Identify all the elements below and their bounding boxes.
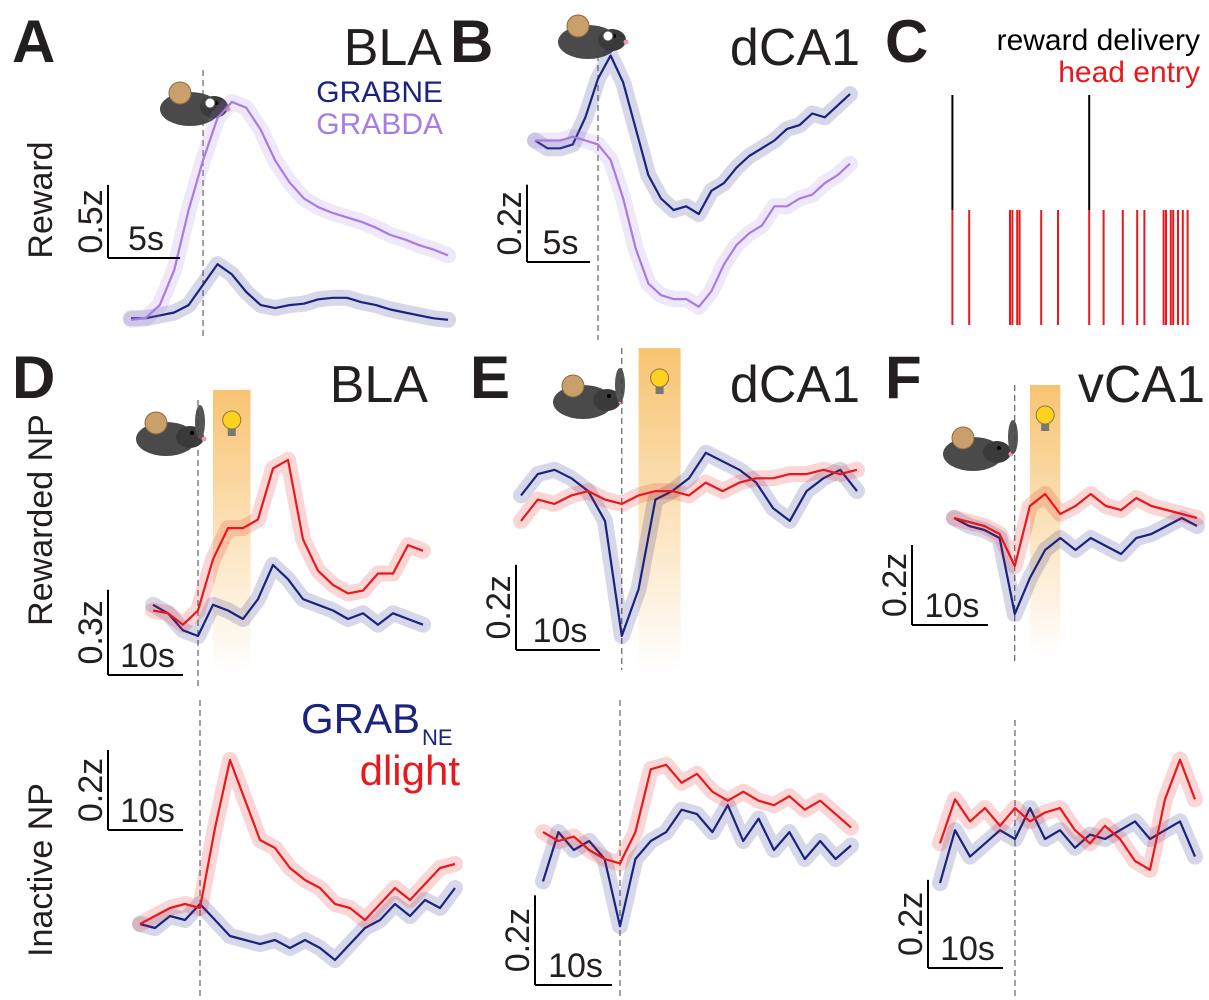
reward-icon <box>205 98 215 108</box>
mouse-head <box>983 441 1011 463</box>
legend-label: GRABNE <box>316 76 443 109</box>
panel-letter: E <box>470 344 510 411</box>
panel-title: dCA1 <box>730 19 860 77</box>
scalebar-y-label: 0.2z <box>480 575 518 639</box>
bulb-icon <box>1036 406 1054 424</box>
mouse-implant <box>952 427 974 449</box>
row-label: Reward <box>22 141 60 258</box>
mouse-nose <box>202 437 207 442</box>
panel-letter: F <box>885 344 922 411</box>
scalebar-y-label: 0.2z <box>876 553 914 617</box>
panel-title: BLA <box>344 19 443 77</box>
row-label: Rewarded NP <box>22 414 60 626</box>
scalebar-x-label: 5s <box>128 220 164 258</box>
bulb-base <box>228 429 236 436</box>
panel-letter: A <box>12 8 55 75</box>
scalebar-x-label: 10s <box>925 587 980 625</box>
legend-label: GRABDA <box>316 108 443 141</box>
mouse-icon <box>943 427 1014 471</box>
mouse-eye <box>607 394 611 398</box>
bulb-icon <box>651 369 669 387</box>
mouse-eye <box>190 431 194 435</box>
trace <box>535 137 850 307</box>
bulb-base <box>1041 424 1049 431</box>
panel-letter: C <box>885 8 928 75</box>
scalebar-x-label: 10s <box>120 637 175 675</box>
mouse-implant <box>567 15 589 37</box>
scalebar-x-label: 10s <box>940 930 995 968</box>
panel-letter: B <box>450 8 493 75</box>
sem-band <box>153 460 423 625</box>
reward-icon <box>603 31 613 41</box>
scalebar-y-label: 0.3z <box>72 600 110 664</box>
scalebar-x-label: 10s <box>120 792 175 830</box>
scalebar-x-label: 5s <box>543 224 579 262</box>
scalebar-y-label: 0.2z <box>499 908 537 972</box>
bulb-base <box>656 387 664 394</box>
mouse-implant <box>562 375 584 397</box>
nose-poke <box>1008 420 1018 454</box>
mouse-icon <box>553 375 624 419</box>
nose-poke <box>195 405 205 439</box>
sem-band <box>543 805 851 926</box>
scalebar-y-label: 0.5z <box>72 189 110 253</box>
legend-label: head entry <box>1058 56 1200 89</box>
panel-title: BLA <box>330 356 429 414</box>
mouse-nose <box>624 40 629 45</box>
panel-title: dCA1 <box>730 356 860 414</box>
scalebar-y-label: 0.2z <box>491 191 529 255</box>
legend-label: GRAB <box>301 695 420 742</box>
scalebar-y-label: 0.2z <box>892 892 930 956</box>
scalebar-y-label: 0.2z <box>72 758 110 822</box>
legend-label: dlight <box>360 747 461 794</box>
figure: RewardRewarded NPInactive NPABLAGRABNEGR… <box>0 0 1209 1000</box>
legend-label: reward delivery <box>997 24 1200 57</box>
scalebar-x-label: 10s <box>548 947 603 985</box>
scalebar-x-label: 10s <box>533 612 588 650</box>
mouse-implant <box>169 82 191 104</box>
panel-title: vCA1 <box>1078 356 1205 414</box>
panel-letter: D <box>12 344 55 411</box>
row-label: Inactive NP <box>22 783 60 957</box>
mouse-implant <box>145 412 167 434</box>
mouse-eye <box>997 446 1001 450</box>
bulb-icon <box>223 411 241 429</box>
nose-poke <box>615 368 625 402</box>
sem-band <box>535 137 850 307</box>
